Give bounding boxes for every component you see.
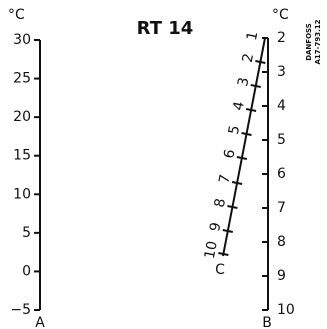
tick-label: 2 [277, 30, 286, 46]
tick-label: 5 [22, 225, 31, 241]
left-unit: °C [8, 7, 25, 23]
tick [241, 132, 252, 136]
tick-label: 10 [13, 186, 31, 202]
tick-label: 3 [277, 64, 286, 80]
tick-label: 8 [277, 234, 286, 250]
tick-label: 4 [277, 98, 286, 114]
tick-label: 1 [244, 30, 261, 42]
tick-label: 5 [277, 132, 286, 148]
tick-label: 3 [235, 76, 252, 88]
tick [245, 108, 257, 112]
note-line: A17-793.12 [314, 19, 322, 64]
tick-label: 25 [13, 71, 31, 87]
tick [218, 252, 229, 256]
tick-label: 30 [13, 32, 31, 48]
tick-label: 10 [277, 302, 295, 318]
tick-label: 5 [226, 124, 243, 136]
left-scale-name: A [35, 315, 45, 329]
tick-label: 2 [240, 52, 257, 64]
tick-label: 10 [202, 240, 221, 261]
tick [222, 229, 234, 233]
tick [255, 60, 266, 64]
tick-label: 7 [216, 173, 233, 185]
tick-label: 7 [277, 200, 286, 216]
right-unit: °C [272, 7, 289, 23]
title: RT 14 [137, 18, 194, 39]
tick-label: 15 [13, 148, 31, 164]
tick-label: 0 [22, 263, 31, 279]
diagonal-axis [222, 37, 266, 257]
tick-label: 8 [212, 197, 229, 209]
tick [227, 205, 238, 209]
tick-label: 6 [277, 166, 286, 182]
tick-label: −5 [10, 302, 31, 318]
note-line: DANFOSS [305, 23, 313, 61]
tick-label: 4 [230, 100, 247, 112]
tick-label: 9 [207, 221, 224, 233]
diagonal-scale-name: C [215, 262, 225, 278]
tick-label: 9 [277, 268, 286, 284]
tick [250, 84, 261, 88]
right-scale-name: B [262, 315, 272, 329]
tick [236, 156, 248, 160]
tick-label: 6 [221, 148, 238, 160]
tick-label: 20 [13, 109, 31, 125]
tick [231, 181, 243, 185]
